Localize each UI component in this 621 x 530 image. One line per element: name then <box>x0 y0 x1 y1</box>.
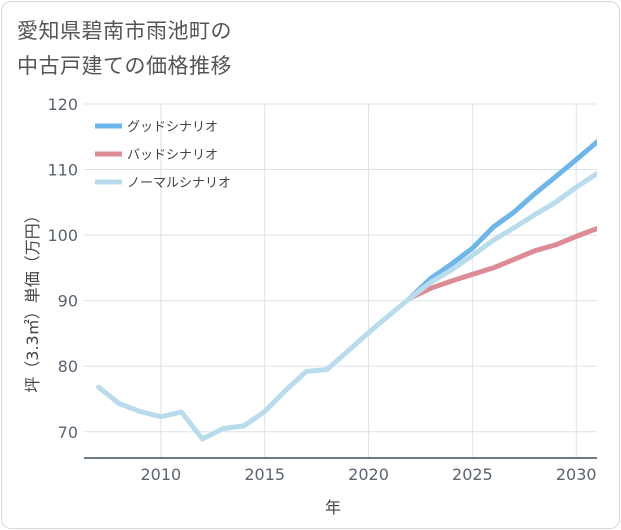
grid-lines <box>84 103 597 458</box>
y-tick-label-90: 90 <box>58 292 78 311</box>
y-axis-title: 坪（3.3㎡）単価（万円） <box>23 207 42 392</box>
x-axis-title: 年 <box>325 498 341 517</box>
series-line-2 <box>96 171 597 442</box>
y-tick-label-80: 80 <box>58 357 78 376</box>
y-tick-label-120: 120 <box>47 95 78 114</box>
legend-label-1: バッドシナリオ <box>127 148 218 163</box>
legend-label-0: グッドシナリオ <box>127 120 218 135</box>
chart-title-line-2: 中古戸建ての価格推移 <box>17 54 232 78</box>
x-tick-label-2010: 2010 <box>140 465 181 484</box>
chart-title-line-1: 愛知県碧南市雨池町の <box>17 19 232 43</box>
legend-label-2: ノーマルシナリオ <box>127 176 231 191</box>
plot-area-background <box>84 104 597 458</box>
y-tick-label-70: 70 <box>58 423 78 442</box>
y-tick-label-110: 110 <box>47 161 78 180</box>
series-line-0 <box>407 139 597 301</box>
y-tick-label-100: 100 <box>47 226 78 245</box>
chart-title: 愛知県碧南市雨池町の 中古戸建ての価格推移 <box>17 14 232 84</box>
y-tick-labels: 70 80 90 100 110 120 <box>47 95 78 442</box>
series-lines <box>96 139 597 442</box>
x-tick-label-2030: 2030 <box>556 465 597 484</box>
x-tick-label-2020: 2020 <box>348 465 389 484</box>
x-tick-label-2025: 2025 <box>452 465 493 484</box>
x-tick-label-2015: 2015 <box>244 465 285 484</box>
x-tick-labels: 2010 2015 2020 2025 2030 <box>140 465 596 484</box>
series-line-1 <box>407 226 597 301</box>
